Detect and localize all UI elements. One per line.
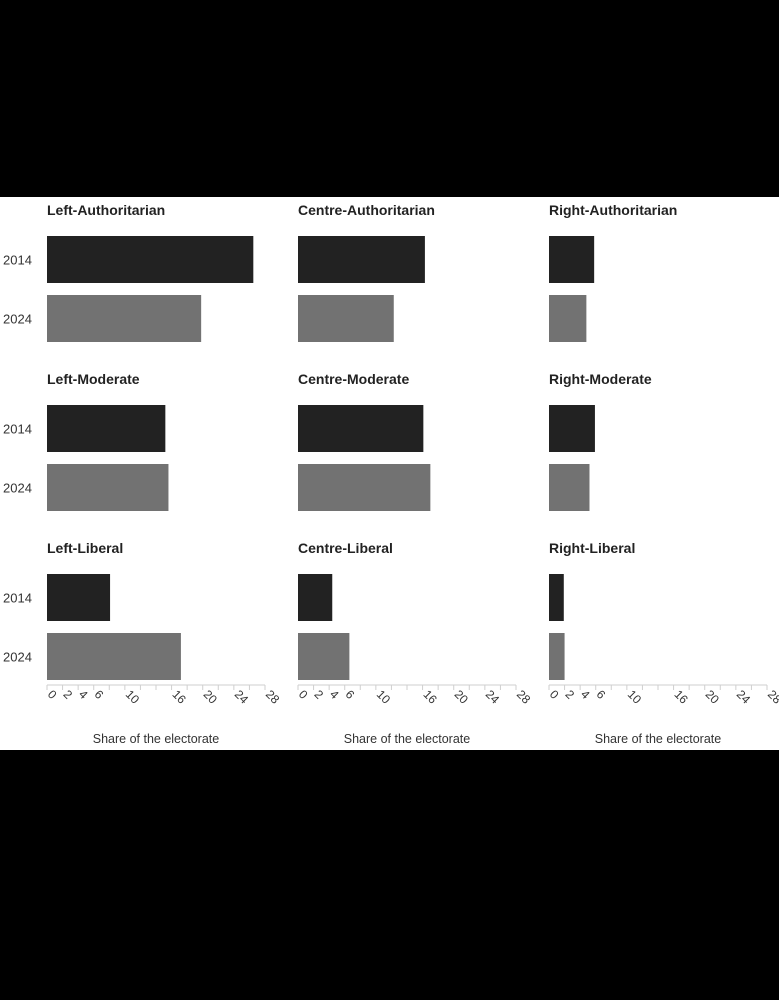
bar-2014: [47, 574, 111, 621]
bar-2014: [549, 405, 595, 452]
year-label: 2024: [3, 481, 32, 496]
bar-2014: [549, 574, 564, 621]
year-label: 2024: [3, 312, 32, 327]
panel-title: Centre-Authoritarian: [298, 202, 435, 218]
bar-2024: [298, 295, 394, 342]
year-label: 2014: [3, 591, 32, 606]
bar-2024: [47, 295, 202, 342]
panel-title: Right-Moderate: [549, 371, 652, 387]
tick-label: 16: [420, 687, 440, 707]
bar-2024: [47, 633, 181, 680]
bar-2024: [298, 464, 431, 511]
bar-2014: [47, 236, 254, 283]
bar-2024: [549, 464, 590, 511]
panel-title: Left-Liberal: [47, 540, 123, 556]
bar-2014: [47, 405, 166, 452]
year-label: 2014: [3, 422, 32, 437]
bar-2014: [298, 574, 333, 621]
tick-label: 28: [765, 687, 779, 707]
bar-2024: [47, 464, 169, 511]
year-label: 2014: [3, 253, 32, 268]
small-multiples-bar-chart: 201420242014202420142024Left-Authoritari…: [3, 202, 779, 746]
tick-label: 20: [703, 687, 723, 707]
bar-2024: [549, 633, 565, 680]
tick-label: 10: [625, 687, 645, 707]
bar-2014: [298, 236, 425, 283]
panel-title: Centre-Liberal: [298, 540, 393, 556]
tick-label: 20: [452, 687, 472, 707]
tick-label: 10: [374, 687, 394, 707]
panel-title: Centre-Moderate: [298, 371, 409, 387]
panel-title: Right-Authoritarian: [549, 202, 677, 218]
tick-label: 16: [671, 687, 691, 707]
tick-label: 10: [123, 687, 143, 707]
tick-label: 24: [483, 687, 503, 707]
tick-label: 28: [263, 687, 283, 707]
tick-label: 20: [201, 687, 221, 707]
tick-label: 28: [514, 687, 534, 707]
tick-label: 16: [169, 687, 189, 707]
bar-2024: [298, 633, 350, 680]
tick-label: 24: [232, 687, 252, 707]
tick-label: 24: [734, 687, 754, 707]
bar-2014: [298, 405, 424, 452]
bar-2024: [549, 295, 587, 342]
x-axis-title: Share of the electorate: [595, 732, 722, 746]
x-axis-title: Share of the electorate: [344, 732, 471, 746]
chart-panel: 2014 2024 2014 2024 2014 2024 Left-Authoritari…: [0, 197, 779, 750]
panel-title: Right-Liberal: [549, 540, 635, 556]
panel-title: Left-Moderate: [47, 371, 140, 387]
panel-title: Left-Authoritarian: [47, 202, 165, 218]
bar-2014: [549, 236, 595, 283]
year-label: 2024: [3, 650, 32, 665]
x-axis-title: Share of the electorate: [93, 732, 220, 746]
